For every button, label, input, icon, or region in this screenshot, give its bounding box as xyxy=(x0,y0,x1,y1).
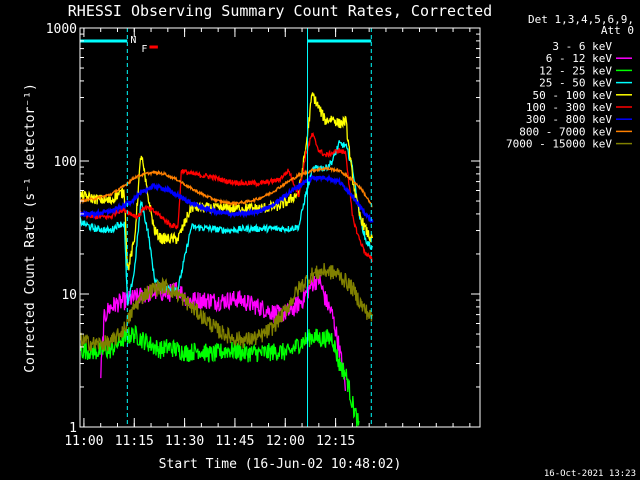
legend-header-0: Det 1,3,4,5,6,9, xyxy=(528,13,634,26)
plot-frame xyxy=(79,27,481,428)
x-tick-label-2: 11:30 xyxy=(165,434,204,449)
x-axis-label: Start Time (16-Jun-02 10:48:02) xyxy=(159,457,402,472)
x-tick-label-1: 11:15 xyxy=(115,434,154,449)
legend-label-5: 100 - 300 keV xyxy=(526,101,612,114)
y-axis-label: Corrected Count Rate (s⁻¹ detector⁻¹) xyxy=(23,83,38,373)
chart-title: RHESSI Observing Summary Count Rates, Co… xyxy=(68,2,492,20)
y-tick-label-2: 100 xyxy=(54,155,77,170)
x-tick-label-3: 11:45 xyxy=(215,434,254,449)
annotation-label-N: N xyxy=(130,35,136,46)
series-line-6 xyxy=(80,173,374,223)
legend-label-2: 12 - 25 keV xyxy=(539,64,612,77)
series-line-8 xyxy=(80,263,374,352)
x-tick-label-5: 12:15 xyxy=(316,434,355,449)
series-line-7 xyxy=(80,165,373,208)
legend-label-1: 6 - 12 keV xyxy=(546,52,613,65)
legend-label-3: 25 - 50 keV xyxy=(539,77,612,90)
x-tick-label-4: 12:00 xyxy=(266,434,305,449)
legend-label-7: 800 - 7000 keV xyxy=(519,125,612,138)
series-line-5 xyxy=(80,131,373,263)
series-line-4 xyxy=(80,92,374,271)
legend-header-1: Att 0 xyxy=(601,24,634,37)
y-tick-label-0: 1 xyxy=(69,421,77,436)
footer-timestamp: 16-Oct-2021 13:23 xyxy=(544,469,636,479)
legend-label-4: 50 - 100 keV xyxy=(533,89,613,102)
legend-label-6: 300 - 800 keV xyxy=(526,113,612,126)
series-line-0 xyxy=(80,286,356,427)
series-line-1 xyxy=(100,270,347,391)
legend-label-0: 3 - 6 keV xyxy=(552,40,612,53)
legend-label-8: 7000 - 15000 keV xyxy=(506,138,612,151)
annotation-label-F: F xyxy=(141,44,147,55)
x-tick-label-0: 11:00 xyxy=(64,434,103,449)
y-tick-label-1: 10 xyxy=(61,288,77,303)
y-tick-label-3: 1000 xyxy=(46,22,77,37)
